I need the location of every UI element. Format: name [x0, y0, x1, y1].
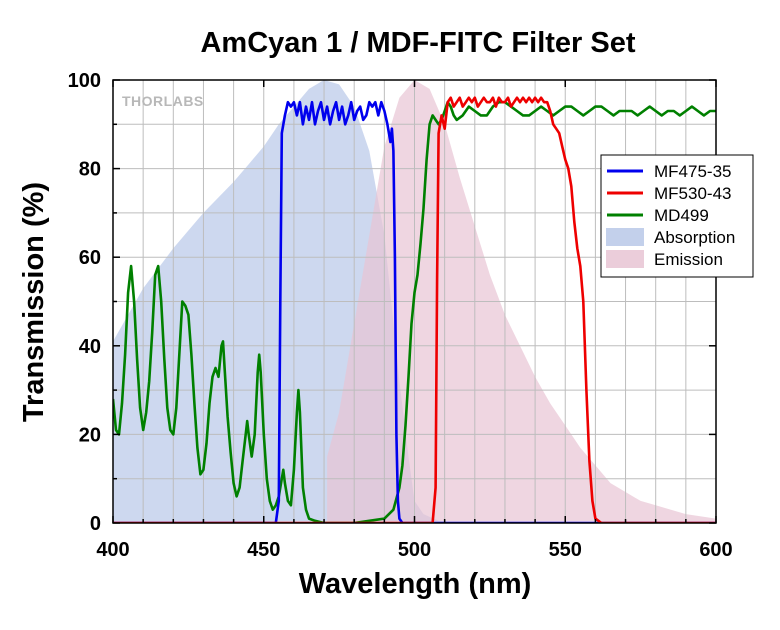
- legend-label-mf475-35: MF475-35: [654, 162, 731, 181]
- plot-area: [112, 79, 717, 524]
- y-tick-label: 60: [79, 247, 101, 269]
- thorlabs-watermark: THORLABS: [122, 93, 204, 109]
- line-mf475-35: [113, 100, 716, 523]
- x-tick-label: 600: [699, 539, 732, 561]
- legend: MF475-35 MF530-43 MD499 Absorption Emission: [600, 154, 754, 278]
- y-tick-label: 0: [90, 513, 101, 535]
- chart-title: AmCyan 1 / MDF-FITC Filter Set: [200, 27, 635, 59]
- x-axis: 400 450 500 550 600: [96, 80, 733, 561]
- legend-swatch-absorption: [606, 228, 644, 246]
- x-tick-label: 450: [247, 539, 280, 561]
- legend-label-absorption: Absorption: [654, 228, 735, 247]
- legend-label-md499: MD499: [654, 206, 709, 225]
- legend-label-mf530-43: MF530-43: [654, 184, 731, 203]
- y-axis: 0 20 40 60 80 100: [68, 70, 716, 535]
- legend-label-emission: Emission: [654, 250, 723, 269]
- x-axis-label: Wavelength (nm): [299, 568, 532, 600]
- y-tick-label: 20: [79, 424, 101, 446]
- y-tick-label: 80: [79, 159, 101, 181]
- line-md499: [113, 100, 716, 523]
- legend-swatch-emission: [606, 250, 644, 268]
- y-tick-label: 40: [79, 336, 101, 358]
- y-axis-label: Transmission (%): [18, 182, 50, 422]
- line-mf530-43: [113, 96, 716, 523]
- x-tick-label: 550: [549, 539, 582, 561]
- x-tick-label: 500: [398, 539, 431, 561]
- y-tick-label: 100: [68, 70, 101, 92]
- x-tick-label: 400: [96, 539, 129, 561]
